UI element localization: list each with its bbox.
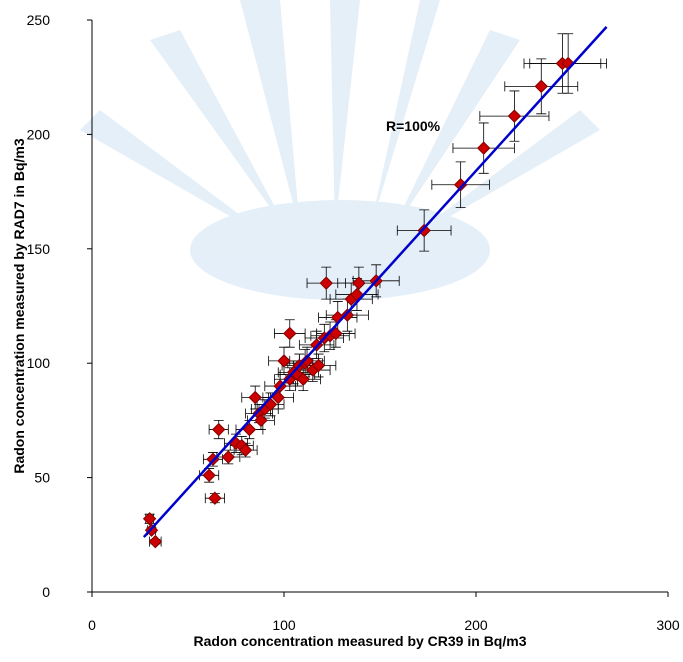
fit-line [142,26,608,538]
y-tick-label: 250 [27,12,51,28]
point [319,276,333,290]
x-tick-label: 300 [656,617,680,633]
point [476,141,491,155]
watermark [80,0,600,300]
x-tick-label: 100 [272,617,296,633]
y-axis-title: Radon concentration measured by RAD7 in … [11,138,27,473]
x-tick-label: 0 [88,617,96,633]
point [271,390,285,405]
point [352,276,366,290]
point [340,308,355,322]
y-tick-label: 100 [27,355,51,371]
point [148,534,163,549]
point [283,326,297,341]
point [254,413,268,428]
point [221,450,236,464]
point [311,358,326,373]
point [277,354,291,368]
annotation: R=100% [386,118,441,134]
point [248,390,262,405]
point [507,109,522,123]
point [202,468,216,483]
x-tick-label: 200 [464,617,488,633]
point [417,223,431,238]
point [212,422,226,437]
y-tick-label: 200 [27,126,51,142]
point [296,372,310,386]
y-tick-label: 50 [34,470,50,486]
point [238,443,253,457]
x-axis-title: Radon concentration measured by CR39 in … [194,633,527,649]
y-tick-label: 150 [27,241,51,257]
point [142,512,157,526]
point [300,354,314,368]
point [208,491,222,505]
y-tick-label: 0 [42,584,50,600]
point [242,422,257,437]
point [534,79,548,94]
